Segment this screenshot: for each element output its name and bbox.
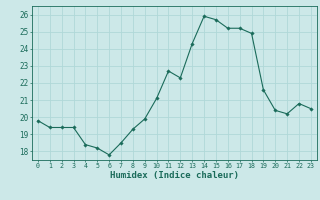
X-axis label: Humidex (Indice chaleur): Humidex (Indice chaleur)	[110, 171, 239, 180]
